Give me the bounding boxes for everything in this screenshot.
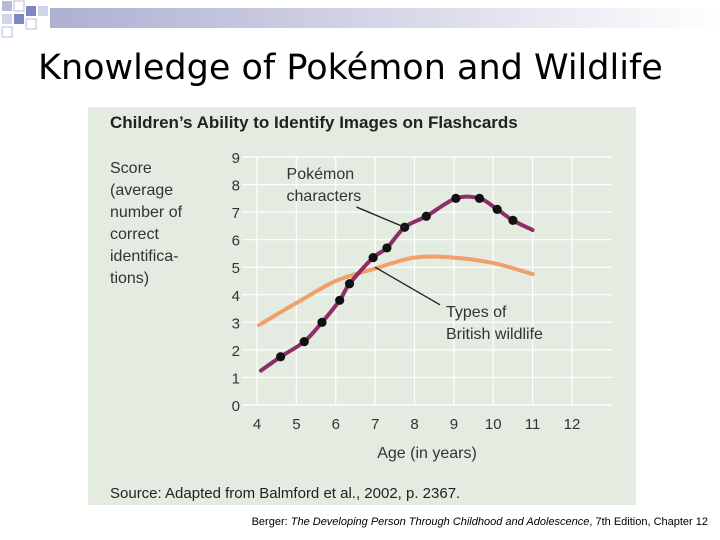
data-point-pokemon — [451, 193, 461, 203]
data-point-pokemon — [508, 215, 518, 225]
data-point-pokemon — [317, 317, 327, 327]
x-tick-label: 6 — [332, 416, 340, 433]
x-tick-label: 8 — [410, 416, 418, 433]
series — [256, 193, 535, 373]
data-point-pokemon — [276, 352, 286, 362]
y-tick-label: 4 — [232, 288, 240, 305]
y-tick-label: 9 — [232, 150, 240, 167]
x-tick-label: 10 — [485, 416, 502, 433]
chart-title: Children’s Ability to Identify Images on… — [110, 113, 518, 132]
y-axis-label: Score (average number of correct identifica-… — [110, 160, 183, 287]
x-tick-label: 7 — [371, 416, 379, 433]
annotation-label: characters — [287, 188, 362, 205]
annotations: Pokémon characters Types of British wildlif… — [287, 166, 543, 343]
y-axis-label-line: tions) — [110, 270, 149, 287]
x-tick-label: 4 — [253, 416, 261, 433]
x-tick-labels: 4 5 6 7 8 9 10 11 12 — [253, 416, 581, 433]
data-point-pokemon — [421, 211, 431, 221]
data-point-pokemon — [335, 295, 345, 305]
y-tick-label: 5 — [232, 260, 240, 277]
data-point-pokemon — [344, 279, 355, 289]
x-tick-label: 12 — [564, 416, 581, 433]
y-tick-labels: 0 1 2 3 4 5 6 7 8 9 — [232, 150, 240, 415]
annotation-label: Pokémon — [287, 166, 355, 183]
source-note: Source: Adapted from Balmford et al., 20… — [110, 485, 460, 502]
x-axis-label: Age (in years) — [377, 445, 477, 462]
annotation-pointer — [374, 266, 441, 306]
chart-panel: Children’s Ability to Identify Images on… — [88, 107, 636, 505]
x-tick-label: 9 — [450, 416, 458, 433]
line-chart: Children’s Ability to Identify Images on… — [110, 113, 612, 502]
x-tick-label: 11 — [525, 416, 541, 433]
annotation-pointer — [356, 206, 405, 228]
slide-title: Knowledge of Pokémon and Wildlife — [38, 48, 663, 88]
citation-suffix: , 7th Edition, Chapter 12 — [589, 516, 708, 528]
annotation-label: Types of — [446, 304, 507, 321]
y-tick-label: 1 — [232, 370, 240, 387]
y-tick-label: 0 — [232, 398, 240, 415]
y-axis-label-line: (average — [110, 182, 173, 199]
y-tick-label: 6 — [232, 233, 240, 250]
data-point-pokemon — [492, 204, 502, 214]
series-line-wildlife — [256, 254, 535, 328]
data-point-pokemon — [299, 337, 309, 347]
y-axis-label-line: number of — [110, 204, 183, 221]
y-tick-label: 2 — [232, 343, 240, 360]
citation: Berger: The Developing Person Through Ch… — [252, 516, 708, 528]
x-tick-label: 5 — [292, 416, 300, 433]
y-axis-label-line: Score — [110, 160, 152, 177]
data-point-pokemon — [474, 193, 485, 203]
y-tick-label: 8 — [232, 178, 240, 195]
citation-prefix: Berger: — [251, 516, 291, 528]
y-axis-label-line: correct — [110, 226, 159, 243]
slide-header-decoration — [1, 0, 720, 38]
annotation-label: British wildlife — [446, 326, 543, 343]
data-point-pokemon — [382, 243, 392, 253]
y-axis-label-line: identifica- — [110, 248, 178, 265]
y-tick-label: 3 — [232, 315, 240, 332]
y-tick-label: 7 — [232, 205, 240, 222]
data-point-pokemon — [368, 252, 378, 263]
citation-book-title: The Developing Person Through Childhood … — [290, 516, 590, 528]
